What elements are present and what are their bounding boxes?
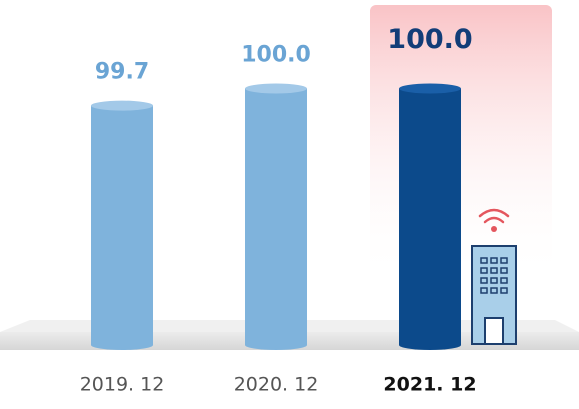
bar <box>91 105 153 350</box>
bar-top <box>245 83 307 94</box>
x-tick-label: 2019. 12 <box>80 374 165 396</box>
bar <box>245 88 307 350</box>
value-label: 100.0 <box>241 43 311 68</box>
bar-top <box>399 83 461 94</box>
building-icon <box>471 208 517 345</box>
bar <box>399 88 461 350</box>
value-label: 100.0 <box>387 24 472 55</box>
bar-top <box>91 100 153 111</box>
value-label: 99.7 <box>95 60 149 85</box>
x-tick-label: 2020. 12 <box>234 374 319 396</box>
x-tick-label: 2021. 12 <box>383 374 476 396</box>
